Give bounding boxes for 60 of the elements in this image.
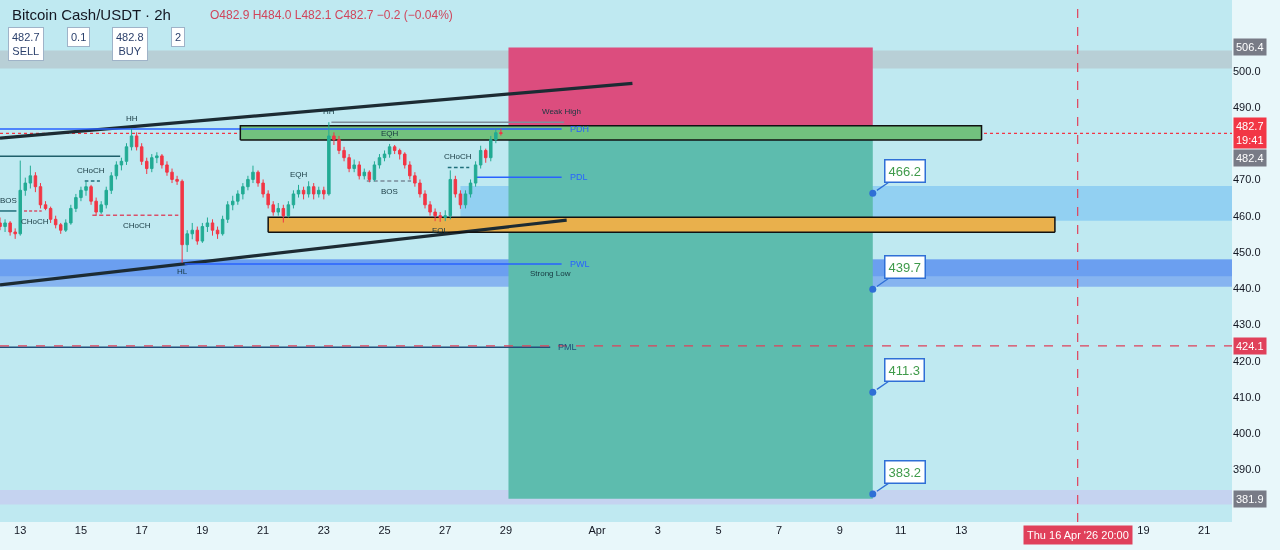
x-tick-label: 27 — [439, 524, 452, 536]
annotation: Weak High — [542, 107, 581, 116]
ref-line-label: 424.1 — [1236, 340, 1264, 352]
x-tick-label: 25 — [378, 524, 391, 536]
y-tick-label: 470.0 — [1233, 173, 1261, 186]
series-label: PDH — [570, 124, 590, 134]
y-tick-label: 500.0 — [1233, 64, 1261, 77]
annotation: 2 — [175, 31, 182, 43]
y-tick-label: 390.0 — [1233, 463, 1261, 476]
y-tick-label: 460.0 — [1233, 209, 1261, 222]
data-label: 439.7 — [888, 259, 922, 275]
y-tick-label: 420.0 — [1233, 354, 1261, 367]
y-tick-label: 400.0 — [1233, 427, 1261, 440]
annotation: CHoCH — [77, 166, 105, 175]
x-tick-label: 3 — [654, 524, 661, 536]
x-tick-label: 7 — [776, 524, 783, 536]
x-tick-label: 9 — [836, 524, 843, 536]
x-tick-label: 15 — [74, 524, 88, 536]
annotation: HH — [126, 114, 138, 123]
x-tick-label: 13 — [955, 524, 968, 536]
series-label: PDL — [570, 172, 588, 182]
x-tick-label: Apr — [588, 524, 606, 536]
annotation: HL — [177, 267, 188, 276]
y-tick-label: 410.0 — [1233, 390, 1261, 403]
x-tick-label: 17 — [135, 524, 148, 536]
data-label: 466.2 — [888, 163, 922, 179]
data-label: 411.3 — [888, 362, 921, 378]
y-tick-label: 450.0 — [1233, 245, 1261, 258]
annotation: BOS — [381, 187, 398, 196]
annotation: Strong Low — [530, 269, 571, 278]
annotation: 381.9 — [1236, 493, 1264, 505]
annotation: 506.4 — [1236, 41, 1264, 53]
annotation: 0.1 — [71, 31, 87, 43]
ref-line-label: 482.7 19:41 — [1236, 120, 1264, 147]
annotation: BOS — [0, 196, 17, 205]
annotation: 482.4 — [1236, 152, 1264, 164]
x-tick-label: 13 — [14, 524, 27, 536]
x-tick-label: 5 — [715, 524, 722, 536]
annotation: 482.8 BUY — [116, 31, 144, 58]
annotation: EQH — [290, 170, 308, 179]
x-tick-label: 21 — [256, 524, 270, 536]
annotation: CHoCH — [444, 152, 472, 161]
chart-title: Bitcoin Cash/USDT · 2h — [12, 6, 171, 23]
y-tick-label: 440.0 — [1233, 282, 1261, 295]
x-tick-label: 19 — [196, 524, 209, 536]
x-tick-label: 19 — [1137, 524, 1150, 536]
x-tick-label: 23 — [317, 524, 330, 536]
y-tick-label: 490.0 — [1233, 100, 1261, 113]
text: O482.9 H484.0 L482.1 C482.7 −0.2 (−0.04%) — [210, 8, 453, 22]
series-label: PWL — [570, 259, 590, 269]
x-tick-label: 21 — [1198, 524, 1211, 536]
annotation: CHoCH — [123, 221, 151, 230]
data-label: 383.2 — [888, 464, 922, 480]
y-tick-label: 430.0 — [1233, 318, 1261, 331]
x-tick-label: 11 — [894, 524, 907, 536]
annotation: 482.7 SELL — [12, 31, 40, 58]
annotation: EQH — [381, 129, 399, 138]
series-label: PML — [558, 342, 577, 352]
x-tick-label: 29 — [499, 524, 513, 536]
ref-line-label: Thu 16 Apr '26 20:00 — [1027, 529, 1129, 541]
